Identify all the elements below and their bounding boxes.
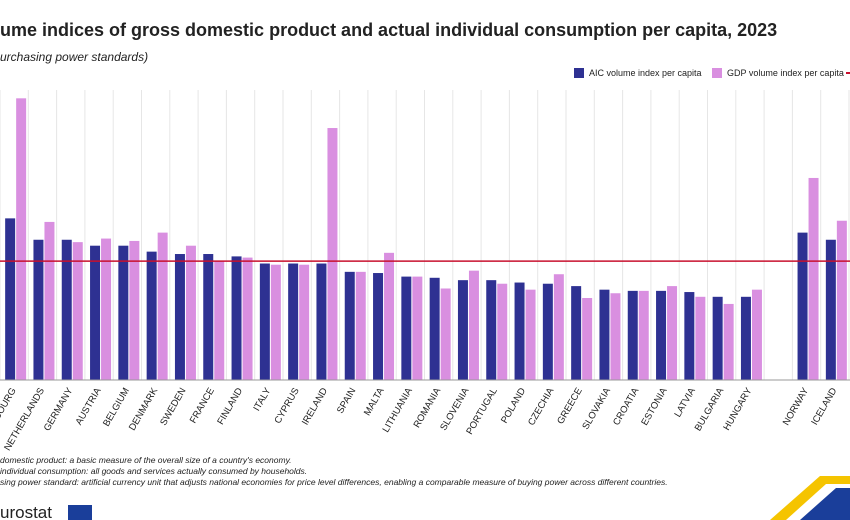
bar [514,282,525,380]
bar [836,220,847,380]
bar [118,245,129,380]
bar [553,274,564,380]
x-tick-label: GERMANY [42,385,76,433]
grid [0,90,850,380]
bar [401,276,412,380]
x-tick-label: HUNGARY [721,385,755,432]
bar [667,286,678,380]
bar [412,276,423,380]
bar [242,257,253,380]
bar [468,270,479,380]
bar [808,177,819,380]
bar [695,296,706,380]
bar [270,264,281,380]
chart-title: ume indices of gross domestic product an… [0,20,777,40]
x-tick-label: CZECHIA [526,385,557,427]
x-tick-label: MALTA [362,385,387,417]
x-tick-label: DENMARK [127,385,161,432]
bar [486,280,497,380]
x-tick-label: CYPRUS [272,386,301,426]
x-tick-label: BELGIUM [101,386,132,429]
bar [582,297,593,380]
decoration [770,476,850,520]
bar [259,263,270,380]
x-tick-label: GREECE [555,386,585,426]
bar [384,252,395,380]
x-tick-label: AUSTRIA [74,385,104,427]
bar [751,289,762,380]
bar [44,221,55,380]
x-tick-label: ROMANIA [412,385,444,429]
x-tick-label: ITALY [251,385,273,413]
bar [740,296,751,380]
bar [174,254,185,380]
bar [627,290,638,380]
x-tick-label: SLOVAKIA [580,385,613,431]
bar [344,271,355,380]
bar [90,245,101,380]
bar [373,273,384,380]
bar [288,263,299,380]
bar [497,283,508,380]
bar [299,264,310,380]
x-tick-label: SWEDEN [158,386,188,428]
bar [5,218,16,380]
bar [429,277,440,380]
bar [203,254,214,380]
bar [72,242,83,380]
bar [101,238,112,380]
bar [599,289,610,380]
bar [610,293,621,380]
bar [723,303,734,380]
bar [61,239,72,380]
legend-swatch [712,68,722,78]
legend-label: AIC volume index per capita [589,68,702,78]
bar [638,290,649,380]
bar [797,232,808,380]
bar [185,245,196,380]
x-tick-label: ESTONIA [639,385,670,427]
x-tick-label: NORWAY [781,385,812,427]
bar [571,286,582,380]
x-tick-label: ICELAND [809,386,839,427]
x-tick-label: FINLAND [215,386,245,427]
bar [542,283,553,380]
legend-label: GDP volume index per capita [727,68,844,78]
bar [33,239,44,380]
bar [327,128,338,380]
x-tick-label: POLAND [499,386,528,425]
bar [129,240,140,380]
footnote: sing power standard: artificial currency… [0,477,668,487]
bar [231,256,242,380]
bar [684,292,695,380]
bar [16,98,27,380]
bar [355,271,366,380]
legend-swatch [574,68,584,78]
footnote: domestic product: a basic measure of the… [0,455,292,465]
bar [525,289,536,380]
bar [656,290,667,380]
logo-text: urostat [0,503,52,520]
bar [146,251,157,380]
x-tick-label: IRELAND [300,386,330,427]
x-tick-label: FRANCE [188,386,217,425]
eu-flag [68,505,92,520]
bar [440,288,451,380]
bar [214,261,225,380]
x-tick-label: SPAIN [335,386,358,416]
x-tick-label: LATVIA [672,385,698,419]
bar [457,280,468,380]
bar [825,239,836,380]
x-tick-label: CROATIA [611,385,642,427]
bar [316,263,327,380]
chart-subtitle: urchasing power standards) [0,50,148,64]
decoration [800,488,850,520]
bar [712,296,723,380]
bar [157,232,168,380]
footnote: individual consumption: all goods and se… [0,466,307,476]
